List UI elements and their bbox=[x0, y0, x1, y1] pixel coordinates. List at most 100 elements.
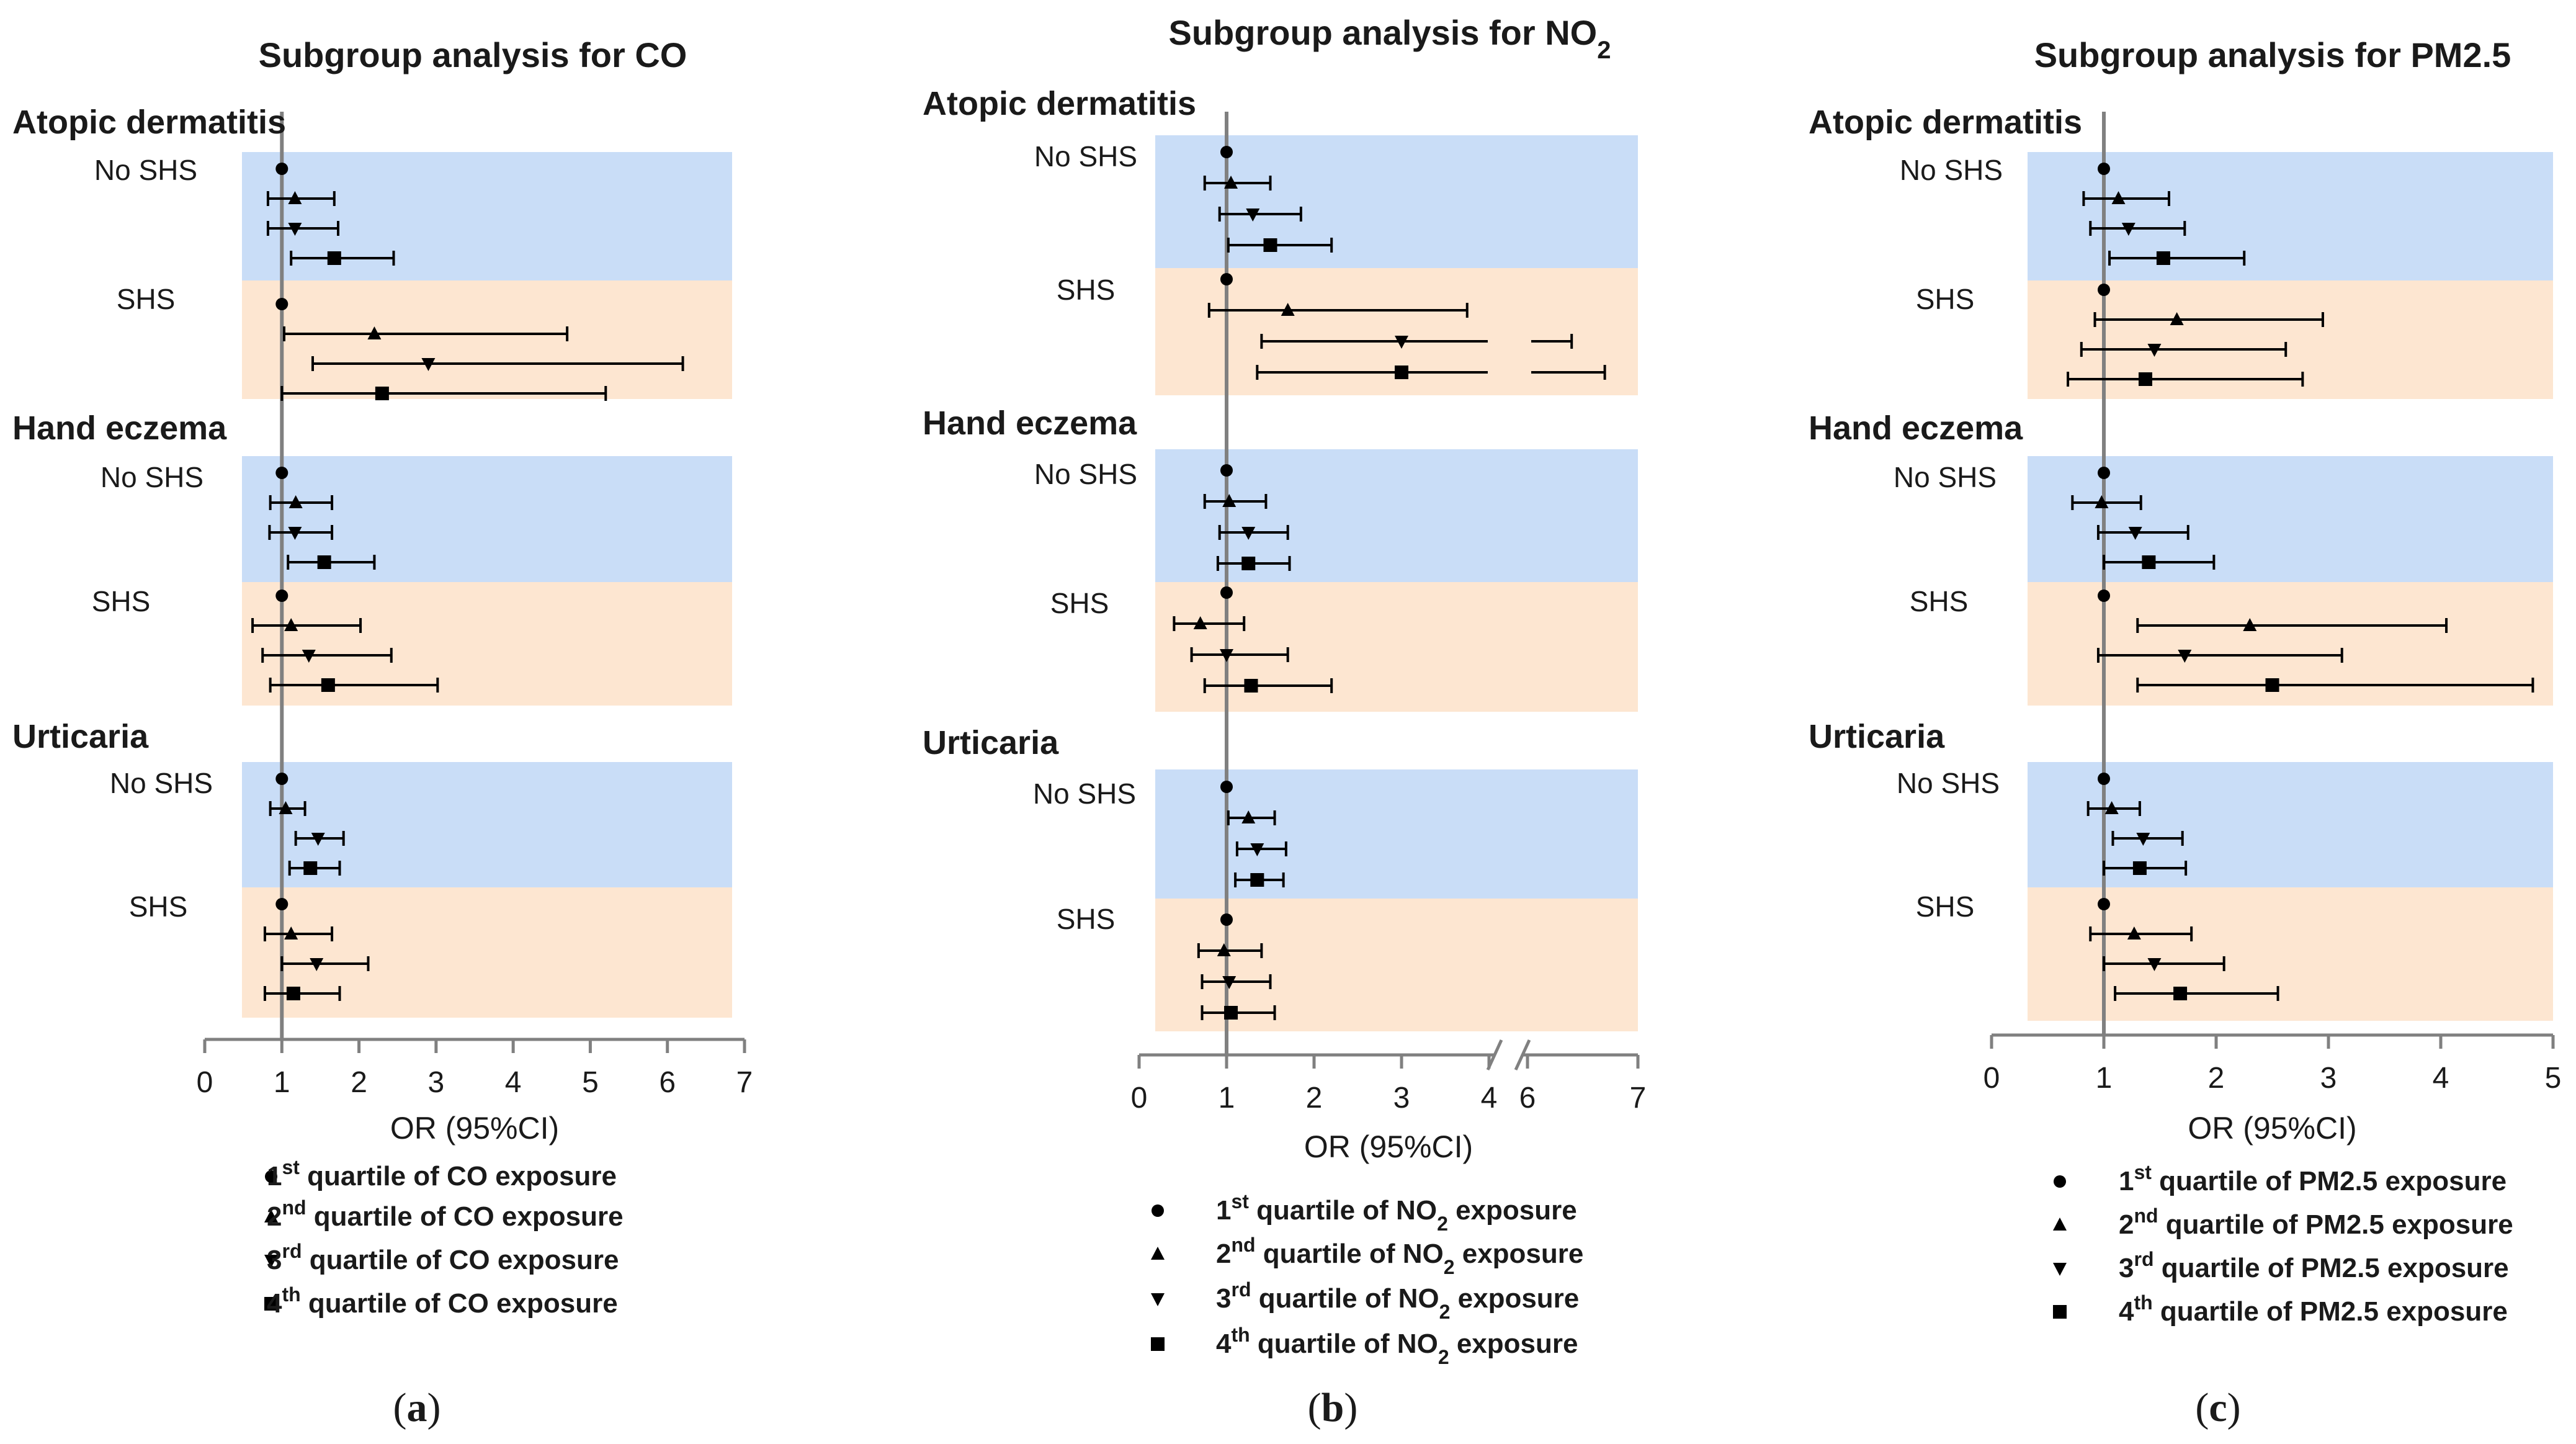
or-point-q4 bbox=[2173, 987, 2188, 1000]
x-axis-label: OR (95%CI) bbox=[2188, 1111, 2356, 1146]
x-tick-label: 4 bbox=[1481, 1082, 1498, 1114]
legend-marker-triangle-down bbox=[264, 1255, 278, 1268]
or-point-q3 bbox=[1241, 527, 1256, 540]
legend-label: 2nd quartile of NO2 exposure bbox=[1216, 1234, 1583, 1278]
or-point-q1 bbox=[2098, 163, 2110, 175]
or-point-q4 bbox=[2138, 372, 2152, 386]
shs-band bbox=[242, 582, 732, 706]
x-tick-label: 1 bbox=[1219, 1082, 1235, 1114]
or-point-q3 bbox=[310, 958, 324, 971]
subgroup-label: No SHS bbox=[1034, 458, 1137, 490]
legend-label: 1st quartile of NO2 exposure bbox=[1216, 1190, 1577, 1235]
or-point-q2 bbox=[2170, 312, 2184, 325]
condition-label: Hand eczema bbox=[1809, 410, 2023, 447]
or-point-q1 bbox=[2098, 898, 2110, 910]
or-point-q2 bbox=[1222, 494, 1237, 507]
or-point-q4 bbox=[1224, 1006, 1238, 1020]
axis-break-mark bbox=[1514, 1039, 1531, 1071]
no-shs-band bbox=[242, 152, 732, 280]
subgroup-label: No SHS bbox=[1894, 461, 1997, 493]
or-point-q2 bbox=[1241, 810, 1256, 823]
or-point-q3 bbox=[2136, 833, 2150, 846]
legend-marker-triangle-down bbox=[2053, 1263, 2067, 1276]
or-point-q1 bbox=[2098, 773, 2110, 785]
legend-marker-triangle-down bbox=[1151, 1293, 1165, 1306]
condition-label: Hand eczema bbox=[923, 405, 1137, 442]
or-point-q2 bbox=[288, 191, 302, 204]
or-point-q4 bbox=[2132, 861, 2147, 875]
subgroup-label: No SHS bbox=[1897, 767, 2000, 799]
or-point-q3 bbox=[2147, 344, 2162, 357]
condition-label: Urticaria bbox=[12, 718, 149, 755]
or-point-q1 bbox=[275, 467, 288, 479]
shs-band bbox=[2028, 280, 2553, 399]
or-point-q4 bbox=[2265, 678, 2279, 692]
or-point-q3 bbox=[1222, 976, 1237, 989]
or-point-q4 bbox=[321, 678, 335, 692]
shs-band bbox=[1155, 582, 1638, 712]
chart-title: Subgroup analysis for PM2.5 bbox=[2034, 35, 2511, 74]
legend-marker-triangle-up bbox=[2053, 1218, 2067, 1231]
or-point-q1 bbox=[2098, 467, 2110, 479]
or-point-q3 bbox=[288, 223, 302, 236]
or-point-q1 bbox=[1220, 781, 1233, 793]
or-point-q1 bbox=[275, 298, 288, 310]
or-point-q1 bbox=[275, 163, 288, 175]
subgroup-label: SHS bbox=[1916, 283, 1975, 315]
subgroup-label: SHS bbox=[1050, 587, 1109, 619]
legend-label: 3rd quartile of NO2 exposure bbox=[1216, 1278, 1579, 1323]
or-point-q4 bbox=[303, 861, 318, 875]
subgroup-label: SHS bbox=[1916, 890, 1975, 923]
or-point-q3 bbox=[1246, 209, 1260, 222]
legend-marker-circle bbox=[1152, 1204, 1164, 1217]
or-point-q4 bbox=[2156, 251, 2170, 265]
legend-marker-circle bbox=[2054, 1175, 2066, 1188]
legend-label: 4th quartile of NO2 exposure bbox=[1216, 1324, 1578, 1368]
subgroup-label: SHS bbox=[129, 890, 188, 923]
panel-label: (b) bbox=[1308, 1385, 1358, 1430]
or-point-q3 bbox=[1250, 843, 1264, 856]
x-tick-label: 2 bbox=[351, 1066, 367, 1099]
no-shs-band bbox=[1155, 449, 1638, 582]
or-point-q2 bbox=[284, 618, 298, 631]
or-point-q4 bbox=[2142, 555, 2156, 569]
shs-band bbox=[242, 280, 732, 399]
no-shs-band bbox=[242, 762, 732, 887]
or-point-q3 bbox=[2121, 223, 2135, 236]
condition-label: Atopic dermatitis bbox=[1809, 104, 2082, 141]
x-tick-label: 0 bbox=[1983, 1062, 2000, 1095]
legend-marker-square bbox=[264, 1297, 278, 1311]
x-tick-label: 7 bbox=[1630, 1082, 1647, 1114]
or-point-q1 bbox=[2098, 284, 2110, 296]
chart-title: Subgroup analysis for NO2 bbox=[1168, 13, 1611, 64]
or-point-q4 bbox=[1250, 873, 1264, 887]
or-point-q2 bbox=[2111, 191, 2126, 204]
subgroup-label: No SHS bbox=[1034, 140, 1137, 173]
condition-label: Atopic dermatitis bbox=[923, 85, 1196, 122]
subgroup-label: No SHS bbox=[110, 767, 213, 799]
or-point-q3 bbox=[421, 358, 436, 371]
shs-band bbox=[242, 887, 732, 1018]
or-point-q4 bbox=[1263, 238, 1277, 252]
legend-label: 2nd quartile of PM2.5 exposure bbox=[2119, 1204, 2513, 1240]
x-axis: 0 1 2 3 4 5 bbox=[1983, 1033, 2561, 1095]
condition-label: Hand eczema bbox=[12, 410, 227, 447]
or-point-q3 bbox=[2147, 958, 2162, 971]
subgroup-label: No SHS bbox=[94, 154, 197, 186]
or-point-q2 bbox=[2127, 926, 2141, 939]
legend: 1st quartile of PM2.5 exposure 2nd quarti… bbox=[2053, 1161, 2513, 1327]
or-point-q4 bbox=[286, 987, 300, 1000]
no-shs-band bbox=[2028, 762, 2553, 887]
x-tick-label: 1 bbox=[2096, 1062, 2113, 1095]
or-point-q1 bbox=[275, 773, 288, 785]
condition-label: Atopic dermatitis bbox=[12, 104, 286, 141]
or-point-q4 bbox=[327, 251, 341, 265]
or-point-q4 bbox=[317, 555, 331, 569]
or-point-q2 bbox=[284, 926, 298, 939]
x-tick-label: 6 bbox=[1519, 1082, 1536, 1114]
subgroup-label: SHS bbox=[1057, 274, 1116, 306]
or-point-q4 bbox=[1395, 365, 1408, 379]
legend-label: 3rd quartile of PM2.5 exposure bbox=[2119, 1248, 2509, 1283]
legend-marker-square bbox=[2053, 1305, 2067, 1319]
